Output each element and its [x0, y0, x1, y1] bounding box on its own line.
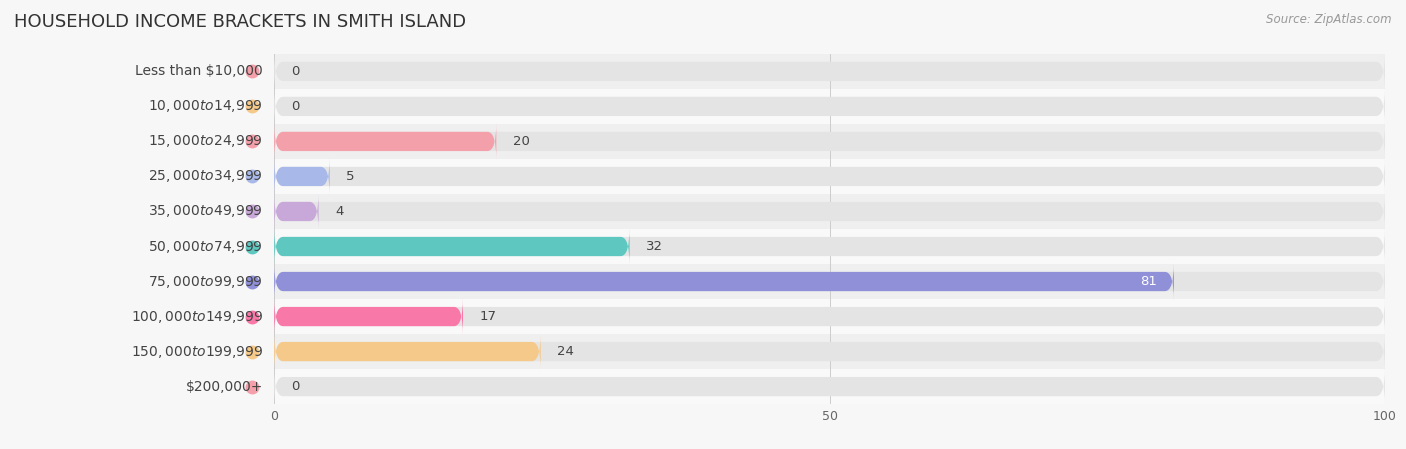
- FancyBboxPatch shape: [274, 333, 541, 370]
- Bar: [274, 89, 1385, 124]
- Text: $50,000 to $74,999: $50,000 to $74,999: [148, 238, 263, 255]
- FancyBboxPatch shape: [274, 193, 319, 230]
- Text: 20: 20: [513, 135, 530, 148]
- Bar: [274, 54, 1385, 89]
- Text: 24: 24: [557, 345, 574, 358]
- Bar: [274, 369, 1385, 404]
- Text: 5: 5: [346, 170, 354, 183]
- Text: $15,000 to $24,999: $15,000 to $24,999: [148, 133, 263, 150]
- Text: 17: 17: [479, 310, 496, 323]
- Bar: [274, 229, 1385, 264]
- FancyBboxPatch shape: [274, 158, 1385, 195]
- FancyBboxPatch shape: [274, 228, 1385, 265]
- Text: 4: 4: [335, 205, 343, 218]
- FancyBboxPatch shape: [274, 123, 496, 160]
- Bar: [274, 264, 1385, 299]
- FancyBboxPatch shape: [274, 263, 1174, 300]
- Text: 0: 0: [291, 380, 299, 393]
- Bar: [274, 194, 1385, 229]
- Text: 81: 81: [1140, 275, 1157, 288]
- Text: 0: 0: [291, 65, 299, 78]
- Text: $100,000 to $149,999: $100,000 to $149,999: [131, 308, 263, 325]
- Text: Source: ZipAtlas.com: Source: ZipAtlas.com: [1267, 13, 1392, 26]
- Text: $10,000 to $14,999: $10,000 to $14,999: [148, 98, 263, 114]
- FancyBboxPatch shape: [274, 368, 1385, 405]
- Text: $35,000 to $49,999: $35,000 to $49,999: [148, 203, 263, 220]
- Text: $75,000 to $99,999: $75,000 to $99,999: [148, 273, 263, 290]
- FancyBboxPatch shape: [274, 53, 1385, 90]
- FancyBboxPatch shape: [274, 158, 329, 195]
- Text: $150,000 to $199,999: $150,000 to $199,999: [131, 343, 263, 360]
- FancyBboxPatch shape: [274, 298, 1385, 335]
- FancyBboxPatch shape: [274, 228, 630, 265]
- Text: 0: 0: [291, 100, 299, 113]
- FancyBboxPatch shape: [274, 193, 1385, 230]
- FancyBboxPatch shape: [274, 123, 1385, 160]
- Bar: [274, 334, 1385, 369]
- FancyBboxPatch shape: [274, 88, 1385, 125]
- Text: $25,000 to $34,999: $25,000 to $34,999: [148, 168, 263, 185]
- Text: 32: 32: [647, 240, 664, 253]
- Text: HOUSEHOLD INCOME BRACKETS IN SMITH ISLAND: HOUSEHOLD INCOME BRACKETS IN SMITH ISLAN…: [14, 13, 467, 31]
- FancyBboxPatch shape: [274, 263, 1385, 300]
- FancyBboxPatch shape: [274, 298, 463, 335]
- Text: $200,000+: $200,000+: [186, 379, 263, 394]
- Bar: [274, 159, 1385, 194]
- Bar: [274, 124, 1385, 159]
- Text: Less than $10,000: Less than $10,000: [135, 64, 263, 79]
- Bar: [274, 299, 1385, 334]
- FancyBboxPatch shape: [274, 333, 1385, 370]
